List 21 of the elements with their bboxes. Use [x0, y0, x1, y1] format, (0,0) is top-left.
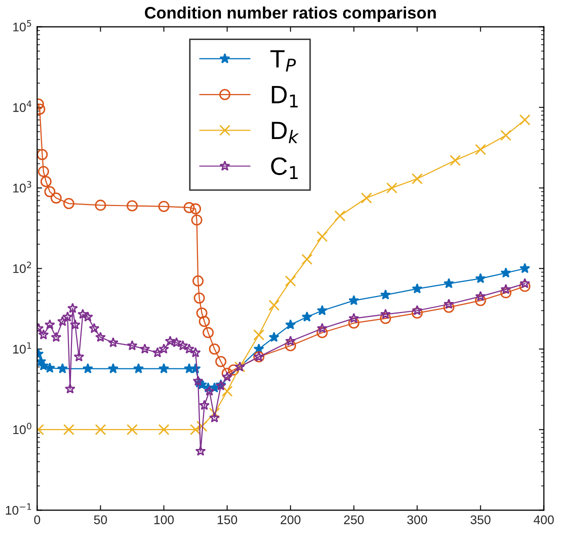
y-tick-label: 10$^{−1}$	[6, 503, 32, 515]
legend-label: T$_{P}$	[270, 50, 296, 72]
chart-title: Condition number ratios comparison	[144, 6, 436, 22]
x-tick-label: 400	[534, 515, 554, 524]
y-tick-label: 10$^{0}$	[13, 422, 32, 434]
y-tick-label: 10$^{4}$	[13, 100, 32, 112]
y-tick-label: 10$^{3}$	[13, 181, 32, 193]
x-tick-label: 50	[94, 515, 107, 524]
x-tick-label: 200	[280, 515, 300, 524]
legend-label: D$_{k}$	[272, 122, 299, 144]
x-tick-label: 300	[407, 515, 428, 524]
legend-label: D$_{1}$	[272, 86, 298, 108]
x-tick-label: 350	[470, 515, 490, 524]
x-tick-label: 0	[34, 515, 40, 524]
y-tick-label: 10$^{5}$	[13, 20, 32, 32]
x-tick-label: 150	[218, 515, 238, 524]
y-tick-label: 10$^{1}$	[13, 342, 32, 354]
x-tick-label: 100	[154, 515, 174, 524]
legend-label: C$_{1}$	[271, 157, 298, 179]
x-tick-label: 250	[344, 515, 364, 524]
y-tick-label: 10$^{2}$	[13, 262, 32, 274]
